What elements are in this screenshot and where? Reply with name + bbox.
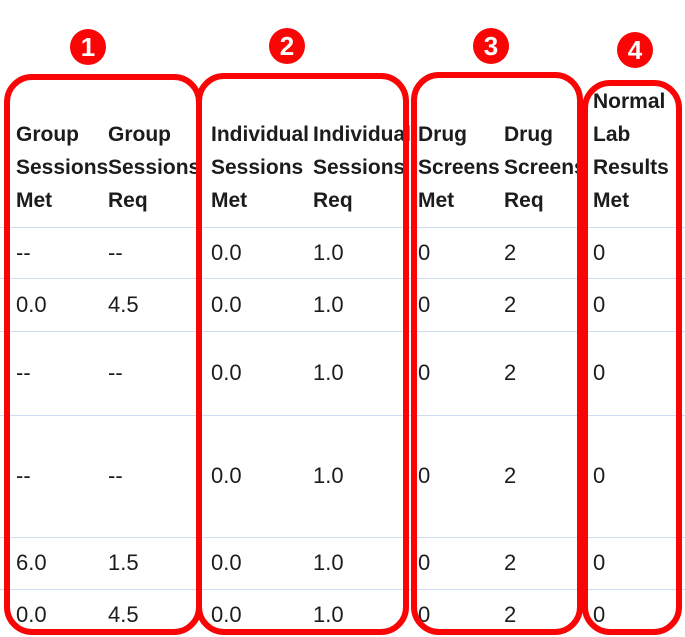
cell: 2 <box>497 330 586 415</box>
cell: 0.0 <box>202 226 305 278</box>
table-row: 6.0 1.5 0.0 1.0 0 2 0 <box>0 536 685 589</box>
cell: 0 <box>412 277 497 331</box>
cell: 0 <box>412 536 497 589</box>
cell: 2 <box>497 277 586 331</box>
cell: -- <box>95 226 202 278</box>
cell: 0 <box>412 226 497 278</box>
cell: 1.5 <box>95 536 202 589</box>
table-header-row: Group Sessions Met Group Sessions Req In… <box>0 0 685 227</box>
cell: 1.0 <box>305 330 412 415</box>
cell: 0 <box>586 277 685 331</box>
cell: -- <box>0 330 95 415</box>
cell: -- <box>95 414 202 537</box>
cell: 0.0 <box>202 414 305 537</box>
col-header-normal-lab-results-met: Normal Lab Results Met <box>593 89 669 212</box>
col-header-individual-sessions-met: Individual Sessions Met <box>211 122 310 212</box>
annotation-badge-1: 1 <box>70 29 106 65</box>
cell: -- <box>95 330 202 415</box>
cell: 1.0 <box>305 226 412 278</box>
col-header-drug-screens-met: Drug Screens Met <box>418 122 500 212</box>
cell: 0.0 <box>202 330 305 415</box>
cell: 0 <box>586 536 685 589</box>
table-row: 0.0 4.5 0.0 1.0 0 2 0 <box>0 277 685 331</box>
cell: 1.0 <box>305 536 412 589</box>
annotation-box-4 <box>582 80 682 635</box>
col-header-group-sessions-met: Group Sessions Met <box>16 122 109 212</box>
annotation-badge-4: 4 <box>617 32 653 68</box>
cell: 2 <box>497 226 586 278</box>
cell: 0 <box>586 330 685 415</box>
col-header-group-sessions-req: Group Sessions Req <box>108 122 201 212</box>
cell: 0 <box>412 330 497 415</box>
cell: -- <box>0 226 95 278</box>
cell: 2 <box>497 536 586 589</box>
annotation-badge-2: 2 <box>269 28 305 64</box>
cell: 0.0 <box>202 536 305 589</box>
annotation-box-2 <box>196 73 409 635</box>
cell: 1.0 <box>305 414 412 537</box>
cell: 0 <box>586 226 685 278</box>
col-header-individual-sessions-req: Individual Sessions Req <box>313 122 412 212</box>
col-header-drug-screens-req: Drug Screens Req <box>504 122 586 212</box>
cell: 0.0 <box>0 277 95 331</box>
annotation-box-3 <box>411 72 583 635</box>
cell: 4.5 <box>95 277 202 331</box>
cell: -- <box>0 414 95 537</box>
cell: 0.0 <box>202 277 305 331</box>
cell: 1.0 <box>305 277 412 331</box>
annotation-badge-3: 3 <box>473 28 509 64</box>
cell: 0 <box>412 414 497 537</box>
table-row: -- -- 0.0 1.0 0 2 0 <box>0 226 685 278</box>
table-row: -- -- 0.0 1.0 0 2 0 <box>0 330 685 415</box>
cell: 2 <box>497 414 586 537</box>
cell: 6.0 <box>0 536 95 589</box>
cell: 0 <box>586 414 685 537</box>
table-row: -- -- 0.0 1.0 0 2 0 <box>0 414 685 537</box>
annotation-box-1 <box>4 74 202 635</box>
